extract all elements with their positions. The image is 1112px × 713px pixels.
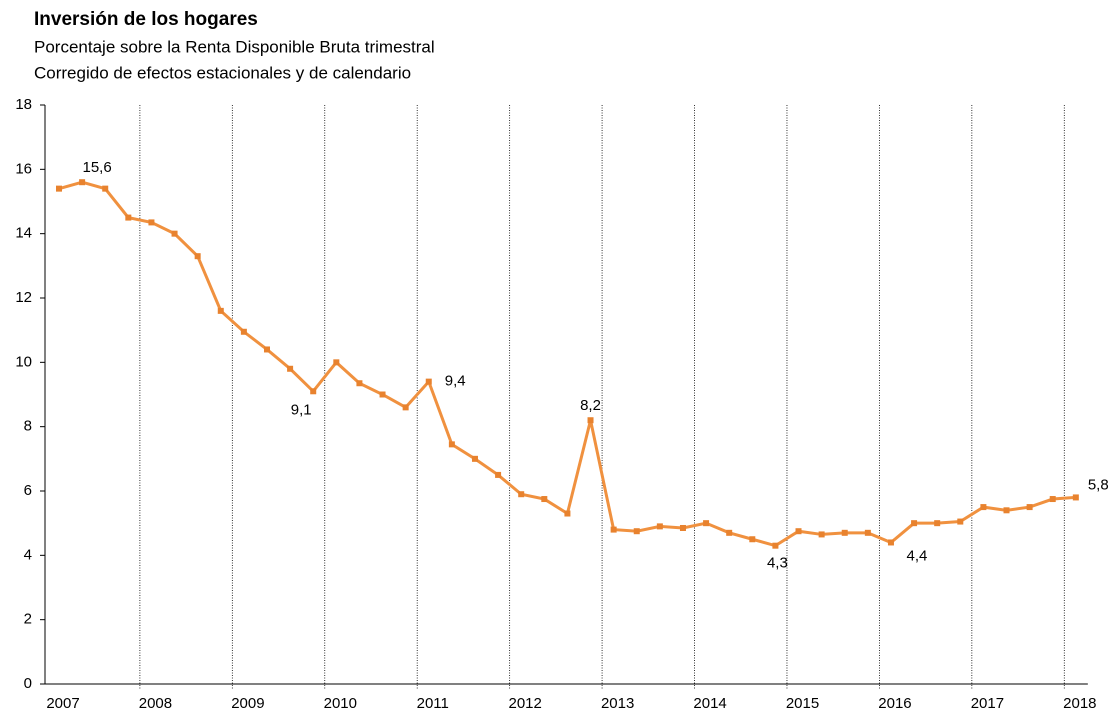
point — [679, 524, 686, 531]
y-tick-label: 6 — [24, 482, 32, 499]
point — [1049, 496, 1056, 503]
point — [1026, 504, 1033, 511]
point — [1003, 507, 1010, 514]
point — [125, 214, 132, 221]
point — [217, 307, 224, 314]
point — [240, 328, 247, 335]
point — [703, 520, 710, 527]
point — [772, 542, 779, 549]
x-tick-label: 2007 — [46, 695, 79, 712]
data-label: 15,6 — [83, 159, 112, 176]
point — [934, 520, 941, 527]
chart-subtitle: Corregido de efectos estacionales y de c… — [34, 63, 411, 82]
x-tick-label: 2017 — [971, 695, 1004, 712]
point — [379, 391, 386, 398]
data-label: 8,2 — [580, 397, 601, 414]
x-tick-label: 2013 — [601, 695, 634, 712]
point — [587, 417, 594, 424]
point — [518, 491, 525, 498]
point — [471, 455, 478, 462]
x-tick-label: 2008 — [139, 695, 172, 712]
x-tick-label: 2016 — [878, 695, 911, 712]
point — [818, 531, 825, 538]
point — [148, 219, 155, 226]
x-tick-label: 2009 — [231, 695, 264, 712]
point — [194, 253, 201, 260]
data-label: 9,4 — [445, 373, 466, 390]
y-tick-label: 0 — [24, 675, 32, 692]
point — [980, 504, 987, 511]
point — [263, 346, 270, 353]
point — [795, 528, 802, 535]
y-tick-label: 12 — [15, 289, 32, 306]
y-tick-label: 16 — [15, 160, 32, 177]
y-tick-label: 8 — [24, 418, 32, 435]
chart-subtitle: Porcentaje sobre la Renta Disponible Bru… — [34, 37, 435, 56]
point — [79, 179, 86, 186]
point — [495, 471, 502, 478]
x-tick-label: 2018 — [1063, 695, 1096, 712]
point — [356, 380, 363, 387]
point — [610, 526, 617, 533]
y-tick-label: 14 — [15, 225, 32, 242]
y-tick-label: 10 — [15, 353, 32, 370]
y-tick-label: 4 — [24, 546, 32, 563]
point — [287, 365, 294, 372]
point — [102, 185, 109, 192]
line — [58, 180, 1076, 548]
point — [1072, 494, 1079, 501]
point — [656, 523, 663, 530]
x-tick-label: 2014 — [693, 695, 726, 712]
point — [448, 441, 455, 448]
point — [564, 510, 571, 517]
x-tick-label: 2015 — [786, 695, 819, 712]
point — [864, 529, 871, 536]
x-tick-label: 2011 — [417, 695, 449, 712]
point — [749, 536, 756, 543]
data-label: 4,4 — [907, 547, 928, 564]
chart-title: Inversión de los hogares — [34, 9, 258, 30]
y-tick-label: 2 — [24, 611, 32, 628]
point — [310, 388, 317, 395]
point — [911, 520, 918, 527]
x-tick-label: 2012 — [509, 695, 542, 712]
point — [957, 518, 964, 525]
point — [171, 230, 178, 237]
x-tick-label: 2010 — [324, 695, 357, 712]
point — [841, 529, 848, 536]
point — [887, 539, 894, 546]
data-label: 4,3 — [767, 555, 788, 572]
point — [56, 185, 62, 192]
point — [333, 359, 340, 366]
point — [541, 496, 548, 503]
point — [402, 404, 409, 411]
data-label: 9,1 — [291, 401, 312, 418]
point — [425, 378, 432, 385]
point — [633, 528, 640, 535]
point — [726, 529, 733, 536]
data-label: 5,8 — [1088, 476, 1109, 493]
y-tick-label: 18 — [15, 96, 32, 113]
